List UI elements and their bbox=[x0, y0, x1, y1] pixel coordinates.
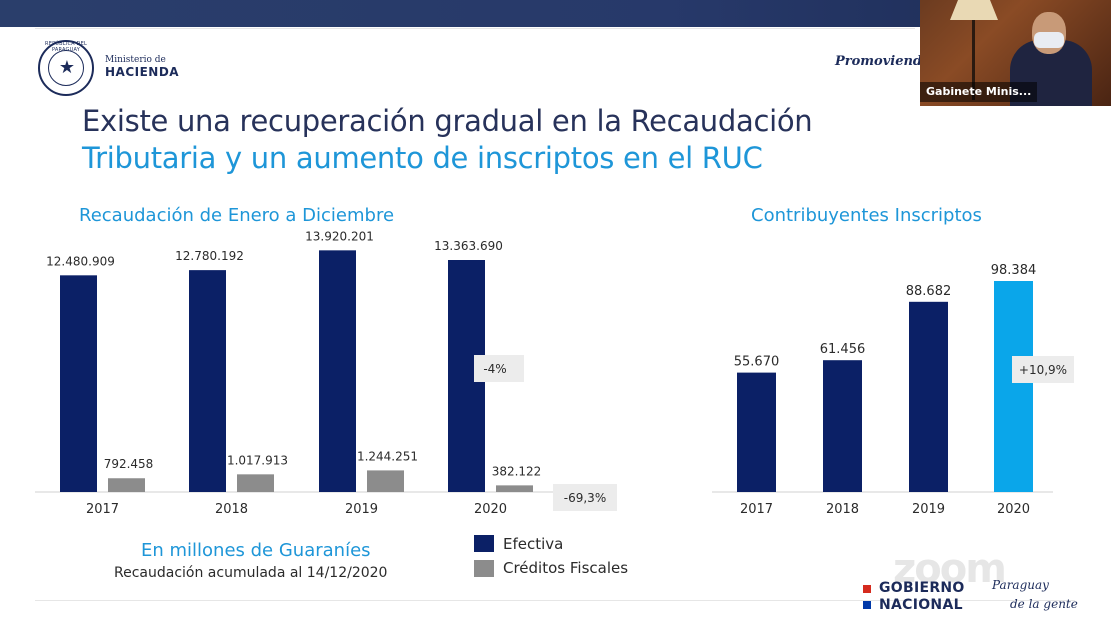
bar-efectiva-2019 bbox=[319, 250, 356, 492]
tick-chart1-2020: 2020 bbox=[474, 502, 507, 517]
tick-chart2-2019: 2019 bbox=[912, 502, 945, 517]
ministry-name: HACIENDA bbox=[105, 65, 180, 79]
annotation-efectiva-change: -4% bbox=[483, 362, 506, 376]
gov-label-line1: GOBIERNO bbox=[879, 580, 965, 596]
bar-efectiva-2018 bbox=[189, 270, 226, 492]
slogan-line1: Paraguay bbox=[992, 578, 1049, 592]
annotation-box-creditos bbox=[553, 484, 617, 511]
footer-divider bbox=[35, 600, 1075, 601]
tick-chart1-2018: 2018 bbox=[215, 502, 248, 517]
slogan-line2: de la gente bbox=[1010, 597, 1078, 611]
bar-inscriptos-2020 bbox=[994, 281, 1033, 492]
ministry-seal-icon: REPÚBLICA DEL PARAGUAY ★ bbox=[38, 40, 94, 96]
tick-chart2-2018: 2018 bbox=[826, 502, 859, 517]
bar-creditos-2019 bbox=[367, 470, 404, 492]
tick-chart1-2019: 2019 bbox=[345, 502, 378, 517]
chart2-title: Contribuyentes Inscriptos bbox=[751, 205, 982, 226]
legend-swatch-creditos bbox=[474, 560, 494, 577]
annotation-box-inscriptos bbox=[1012, 356, 1074, 383]
label-creditos-2017: 792.458 bbox=[104, 457, 154, 471]
legend-label-creditos: Créditos Fiscales bbox=[503, 559, 629, 577]
chart1-title: Recaudación de Enero a Diciembre bbox=[79, 205, 395, 226]
label-efectiva-2020: 13.363.690 bbox=[434, 239, 503, 253]
bar-creditos-2017 bbox=[108, 478, 145, 492]
bar-efectiva-2017 bbox=[60, 275, 97, 492]
label-creditos-2019: 1.244.251 bbox=[357, 449, 418, 463]
label-inscriptos-2017: 55.670 bbox=[734, 355, 780, 370]
units-note: En millones de Guaraníes bbox=[141, 540, 371, 561]
ministry-label: Ministerio de bbox=[105, 55, 166, 65]
participant-name-label: Gabinete Minis... bbox=[920, 82, 1038, 102]
label-inscriptos-2019: 88.682 bbox=[906, 284, 952, 299]
label-efectiva-2018: 12.780.192 bbox=[175, 249, 244, 263]
bar-inscriptos-2019 bbox=[909, 301, 948, 492]
label-inscriptos-2020: 98.384 bbox=[991, 263, 1037, 278]
legend-label-efectiva: Efectiva bbox=[503, 535, 564, 553]
label-creditos-2018: 1.017.913 bbox=[227, 453, 288, 467]
flag-blue-square bbox=[863, 601, 871, 609]
bar-inscriptos-2018 bbox=[823, 360, 862, 492]
annotation-creditos-change: -69,3% bbox=[564, 491, 606, 505]
zoom-watermark: zoom bbox=[893, 546, 1007, 592]
label-inscriptos-2018: 61.456 bbox=[820, 342, 866, 357]
label-efectiva-2017: 12.480.909 bbox=[46, 254, 115, 268]
tick-chart2-2020: 2020 bbox=[997, 502, 1030, 517]
annotation-inscriptos-change: +10,9% bbox=[1019, 363, 1067, 377]
header-divider bbox=[35, 28, 915, 29]
lamp-shape bbox=[950, 0, 998, 20]
gov-label-line2: NACIONAL bbox=[879, 597, 963, 613]
tick-chart1-2017: 2017 bbox=[86, 502, 119, 517]
tick-chart2-2017: 2017 bbox=[740, 502, 773, 517]
bar-creditos-2020 bbox=[496, 485, 533, 492]
promo-slogan: Promoviendo bbox=[835, 54, 931, 69]
participant-video-tile[interactable]: Gabinete Minis... bbox=[920, 0, 1111, 106]
label-efectiva-2019: 13.920.201 bbox=[305, 229, 374, 243]
label-creditos-2020: 382.122 bbox=[492, 464, 542, 478]
flag-red-square bbox=[863, 585, 871, 593]
slide-title-line1: Existe una recuperación gradual en la Re… bbox=[82, 104, 813, 138]
annotation-box-efectiva bbox=[474, 355, 524, 382]
cutoff-note: Recaudación acumulada al 14/12/2020 bbox=[114, 565, 388, 581]
bar-inscriptos-2017 bbox=[737, 372, 776, 492]
slide-title-line2: Tributaria y un aumento de inscriptos en… bbox=[82, 141, 763, 175]
legend-swatch-efectiva bbox=[474, 535, 494, 552]
bar-creditos-2018 bbox=[237, 474, 274, 492]
